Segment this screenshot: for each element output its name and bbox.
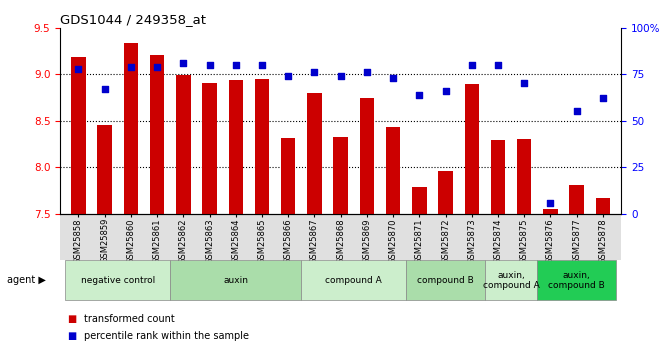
Text: percentile rank within the sample: percentile rank within the sample — [84, 332, 248, 341]
Bar — [491, 140, 505, 214]
Point — [440, 88, 451, 94]
Bar — [281, 138, 295, 214]
Point — [414, 92, 425, 97]
Bar — [412, 187, 427, 214]
Bar — [71, 57, 86, 214]
Point — [309, 70, 320, 75]
Bar — [307, 93, 322, 214]
Text: GDS1044 / 249358_at: GDS1044 / 249358_at — [60, 13, 206, 27]
Point — [335, 73, 346, 79]
Text: transformed count: transformed count — [84, 314, 174, 324]
Text: ■: ■ — [67, 314, 76, 324]
Bar — [150, 55, 164, 214]
Bar — [596, 198, 610, 214]
Text: compound B: compound B — [418, 276, 474, 285]
Point — [598, 96, 609, 101]
Bar — [517, 139, 532, 214]
Text: auxin,
compound A: auxin, compound A — [483, 270, 540, 290]
Bar — [228, 80, 243, 214]
Bar — [438, 171, 453, 214]
Bar — [464, 85, 479, 214]
Point — [466, 62, 477, 68]
Text: compound A: compound A — [325, 276, 382, 285]
Text: auxin,
compound B: auxin, compound B — [548, 270, 605, 290]
Point — [100, 86, 110, 92]
Bar — [98, 126, 112, 214]
Bar — [333, 137, 348, 214]
Point — [545, 200, 556, 206]
Point — [204, 62, 215, 68]
Bar — [255, 79, 269, 214]
Bar — [124, 43, 138, 214]
Bar — [359, 98, 374, 214]
Text: auxin: auxin — [223, 276, 248, 285]
Point — [493, 62, 504, 68]
Point — [152, 64, 162, 69]
Point — [126, 64, 136, 69]
Point — [257, 62, 267, 68]
Point — [388, 75, 399, 81]
Point — [519, 81, 530, 86]
Point — [178, 60, 188, 66]
Text: negative control: negative control — [81, 276, 155, 285]
Bar — [569, 185, 584, 214]
Point — [361, 70, 372, 75]
Bar — [386, 127, 400, 214]
Bar — [202, 82, 217, 214]
Text: agent ▶: agent ▶ — [7, 275, 45, 285]
Bar — [543, 209, 558, 214]
Point — [571, 109, 582, 114]
Point — [283, 73, 293, 79]
Bar — [176, 75, 190, 214]
Point — [73, 66, 84, 71]
Text: ■: ■ — [67, 332, 76, 341]
Point — [230, 62, 241, 68]
